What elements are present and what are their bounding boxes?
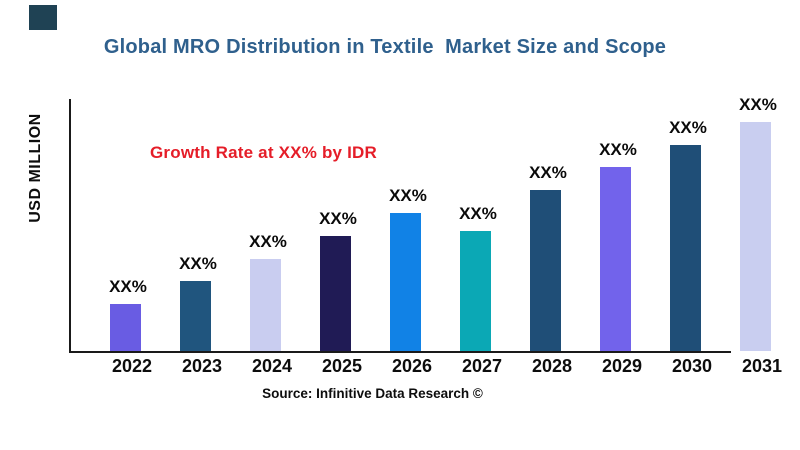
x-tick-label-2023: 2023 bbox=[181, 356, 223, 376]
x-tick-label-2029: 2029 bbox=[601, 356, 643, 376]
bar-value-label-2025: XX% bbox=[319, 209, 357, 228]
x-tick-label-2025: 2025 bbox=[321, 356, 363, 376]
x-tick-label-2027: 2027 bbox=[461, 356, 503, 376]
brand-mark-rect bbox=[29, 5, 57, 30]
x-tick-label-2024: 2024 bbox=[251, 356, 293, 376]
bar-value-label-2028: XX% bbox=[529, 163, 567, 182]
bar-value-label-2031: XX% bbox=[739, 95, 777, 114]
y-axis-label: USD MILLION bbox=[27, 113, 44, 223]
bar-2022 bbox=[109, 304, 141, 351]
bar-2029 bbox=[599, 167, 631, 351]
bar-2023 bbox=[179, 281, 211, 351]
bar-2027 bbox=[459, 231, 491, 351]
bar-value-label-2022: XX% bbox=[109, 277, 147, 296]
bar-value-label-2026: XX% bbox=[389, 186, 427, 205]
chart-title: Global MRO Distribution in Textile Marke… bbox=[103, 36, 667, 58]
growth-rate-note: Growth Rate at XX% by IDR bbox=[150, 143, 377, 162]
x-tick-label-2030: 2030 bbox=[671, 356, 713, 376]
bar-2030 bbox=[669, 145, 701, 351]
bar-value-label-2030: XX% bbox=[669, 118, 707, 137]
bar-2031 bbox=[739, 122, 771, 351]
x-tick-label-2028: 2028 bbox=[531, 356, 573, 376]
bar-2025 bbox=[319, 236, 351, 351]
bar-value-label-2027: XX% bbox=[459, 204, 497, 223]
bar-value-label-2023: XX% bbox=[179, 254, 217, 273]
y-axis-line bbox=[69, 99, 71, 353]
x-tick-label-2031: 2031 bbox=[741, 356, 783, 376]
bar-2024 bbox=[249, 259, 281, 351]
x-tick-label-2026: 2026 bbox=[391, 356, 433, 376]
x-tick-label-2022: 2022 bbox=[111, 356, 153, 376]
x-axis-line bbox=[69, 351, 731, 353]
bar-value-label-2024: XX% bbox=[249, 232, 287, 251]
source-attribution: Source: Infinitive Data Research © bbox=[262, 386, 483, 401]
bar-2026 bbox=[389, 213, 421, 351]
bar-value-label-2029: XX% bbox=[599, 140, 637, 159]
bar-2028 bbox=[529, 190, 561, 351]
